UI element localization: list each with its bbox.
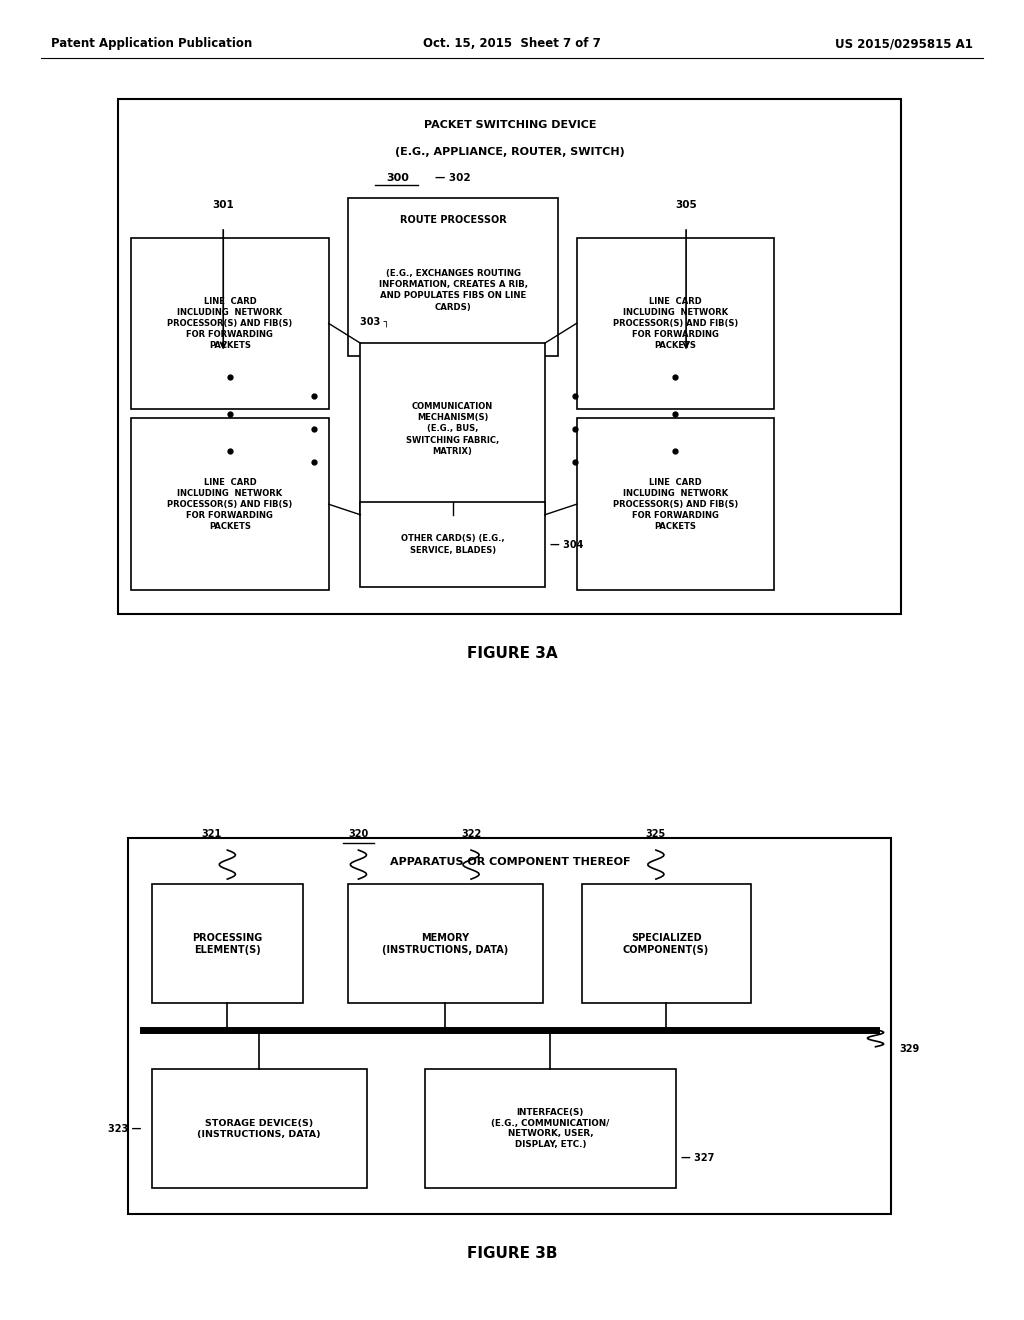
Text: — 327: — 327 bbox=[681, 1154, 715, 1163]
Text: LINE  CARD
INCLUDING  NETWORK
PROCESSOR(S) AND FIB(S)
FOR FORWARDING
PACKETS: LINE CARD INCLUDING NETWORK PROCESSOR(S)… bbox=[612, 297, 738, 350]
Text: APPARATUS OR COMPONENT THEREOF: APPARATUS OR COMPONENT THEREOF bbox=[390, 857, 630, 867]
Text: 321: 321 bbox=[202, 829, 222, 840]
Text: MEMORY
(INSTRUCTIONS, DATA): MEMORY (INSTRUCTIONS, DATA) bbox=[382, 933, 509, 954]
Bar bbox=[131, 238, 329, 409]
Text: LINE  CARD
INCLUDING  NETWORK
PROCESSOR(S) AND FIB(S)
FOR FORWARDING
PACKETS: LINE CARD INCLUDING NETWORK PROCESSOR(S)… bbox=[167, 297, 293, 350]
Bar bbox=[152, 1069, 367, 1188]
Text: LINE  CARD
INCLUDING  NETWORK
PROCESSOR(S) AND FIB(S)
FOR FORWARDING
PACKETS: LINE CARD INCLUDING NETWORK PROCESSOR(S)… bbox=[167, 478, 293, 531]
Text: Oct. 15, 2015  Sheet 7 of 7: Oct. 15, 2015 Sheet 7 of 7 bbox=[423, 37, 601, 50]
Bar bbox=[348, 884, 543, 1003]
Text: SPECIALIZED
COMPONENT(S): SPECIALIZED COMPONENT(S) bbox=[623, 933, 710, 954]
Bar bbox=[577, 238, 774, 409]
Text: LINE  CARD
INCLUDING  NETWORK
PROCESSOR(S) AND FIB(S)
FOR FORWARDING
PACKETS: LINE CARD INCLUDING NETWORK PROCESSOR(S)… bbox=[612, 478, 738, 531]
Text: FIGURE 3A: FIGURE 3A bbox=[467, 645, 557, 661]
Bar bbox=[582, 884, 751, 1003]
Text: PROCESSING
ELEMENT(S): PROCESSING ELEMENT(S) bbox=[193, 933, 262, 954]
Text: US 2015/0295815 A1: US 2015/0295815 A1 bbox=[835, 37, 973, 50]
Text: STORAGE DEVICE(S)
(INSTRUCTIONS, DATA): STORAGE DEVICE(S) (INSTRUCTIONS, DATA) bbox=[198, 1118, 321, 1139]
Text: — 304: — 304 bbox=[550, 540, 584, 549]
Text: COMMUNICATION
MECHANISM(S)
(E.G., BUS,
SWITCHING FABRIC,
MATRIX): COMMUNICATION MECHANISM(S) (E.G., BUS, S… bbox=[406, 403, 500, 455]
Bar bbox=[360, 502, 545, 587]
Text: 301: 301 bbox=[212, 199, 234, 210]
Text: (E.G., APPLIANCE, ROUTER, SWITCH): (E.G., APPLIANCE, ROUTER, SWITCH) bbox=[395, 147, 625, 157]
Text: 303 ┐: 303 ┐ bbox=[360, 317, 390, 327]
Text: 320: 320 bbox=[348, 829, 369, 840]
Text: PACKET SWITCHING DEVICE: PACKET SWITCHING DEVICE bbox=[424, 120, 596, 131]
Text: 305: 305 bbox=[675, 199, 697, 210]
Text: Patent Application Publication: Patent Application Publication bbox=[51, 37, 253, 50]
Text: OTHER CARD(S) (E.G.,
SERVICE, BLADES): OTHER CARD(S) (E.G., SERVICE, BLADES) bbox=[400, 535, 505, 554]
Bar bbox=[128, 838, 891, 1214]
Text: 323 —: 323 — bbox=[108, 1123, 141, 1134]
Bar bbox=[360, 343, 545, 515]
Bar bbox=[152, 884, 303, 1003]
Text: INTERFACE(S)
(E.G., COMMUNICATION/
NETWORK, USER,
DISPLAY, ETC.): INTERFACE(S) (E.G., COMMUNICATION/ NETWO… bbox=[492, 1107, 609, 1150]
Text: (E.G., EXCHANGES ROUTING
INFORMATION, CREATES A RIB,
AND POPULATES FIBS ON LINE
: (E.G., EXCHANGES ROUTING INFORMATION, CR… bbox=[379, 269, 527, 312]
Bar bbox=[131, 418, 329, 590]
Text: ROUTE PROCESSOR: ROUTE PROCESSOR bbox=[399, 215, 507, 226]
Bar bbox=[118, 99, 901, 614]
Text: 322: 322 bbox=[461, 829, 481, 840]
Text: — 302: — 302 bbox=[435, 173, 471, 183]
Bar bbox=[577, 418, 774, 590]
Text: FIGURE 3B: FIGURE 3B bbox=[467, 1246, 557, 1262]
Text: 300: 300 bbox=[386, 173, 409, 183]
Bar bbox=[425, 1069, 676, 1188]
Bar bbox=[348, 198, 558, 356]
Text: 325: 325 bbox=[646, 829, 666, 840]
Text: 329: 329 bbox=[899, 1044, 920, 1055]
